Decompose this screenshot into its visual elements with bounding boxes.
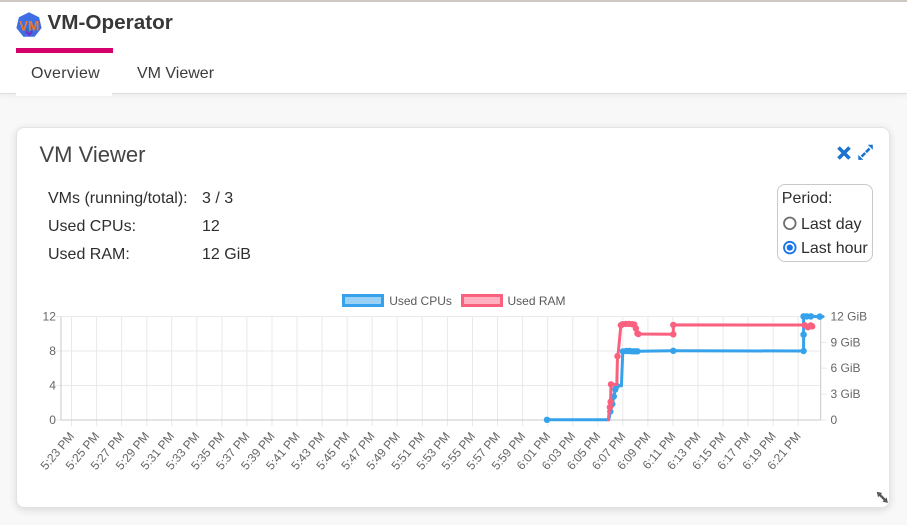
svg-text:9 GiB: 9 GiB [831,335,861,349]
svg-text:VM: VM [19,18,39,33]
svg-text:0: 0 [49,413,56,427]
svg-text:4: 4 [49,379,56,393]
svg-text:12 GiB: 12 GiB [831,310,868,324]
svg-text:3 GiB: 3 GiB [831,387,861,401]
svg-text:8: 8 [49,344,56,358]
svg-text:12: 12 [43,310,57,324]
svg-text:0: 0 [831,413,838,427]
svg-text:6 GiB: 6 GiB [831,361,861,375]
